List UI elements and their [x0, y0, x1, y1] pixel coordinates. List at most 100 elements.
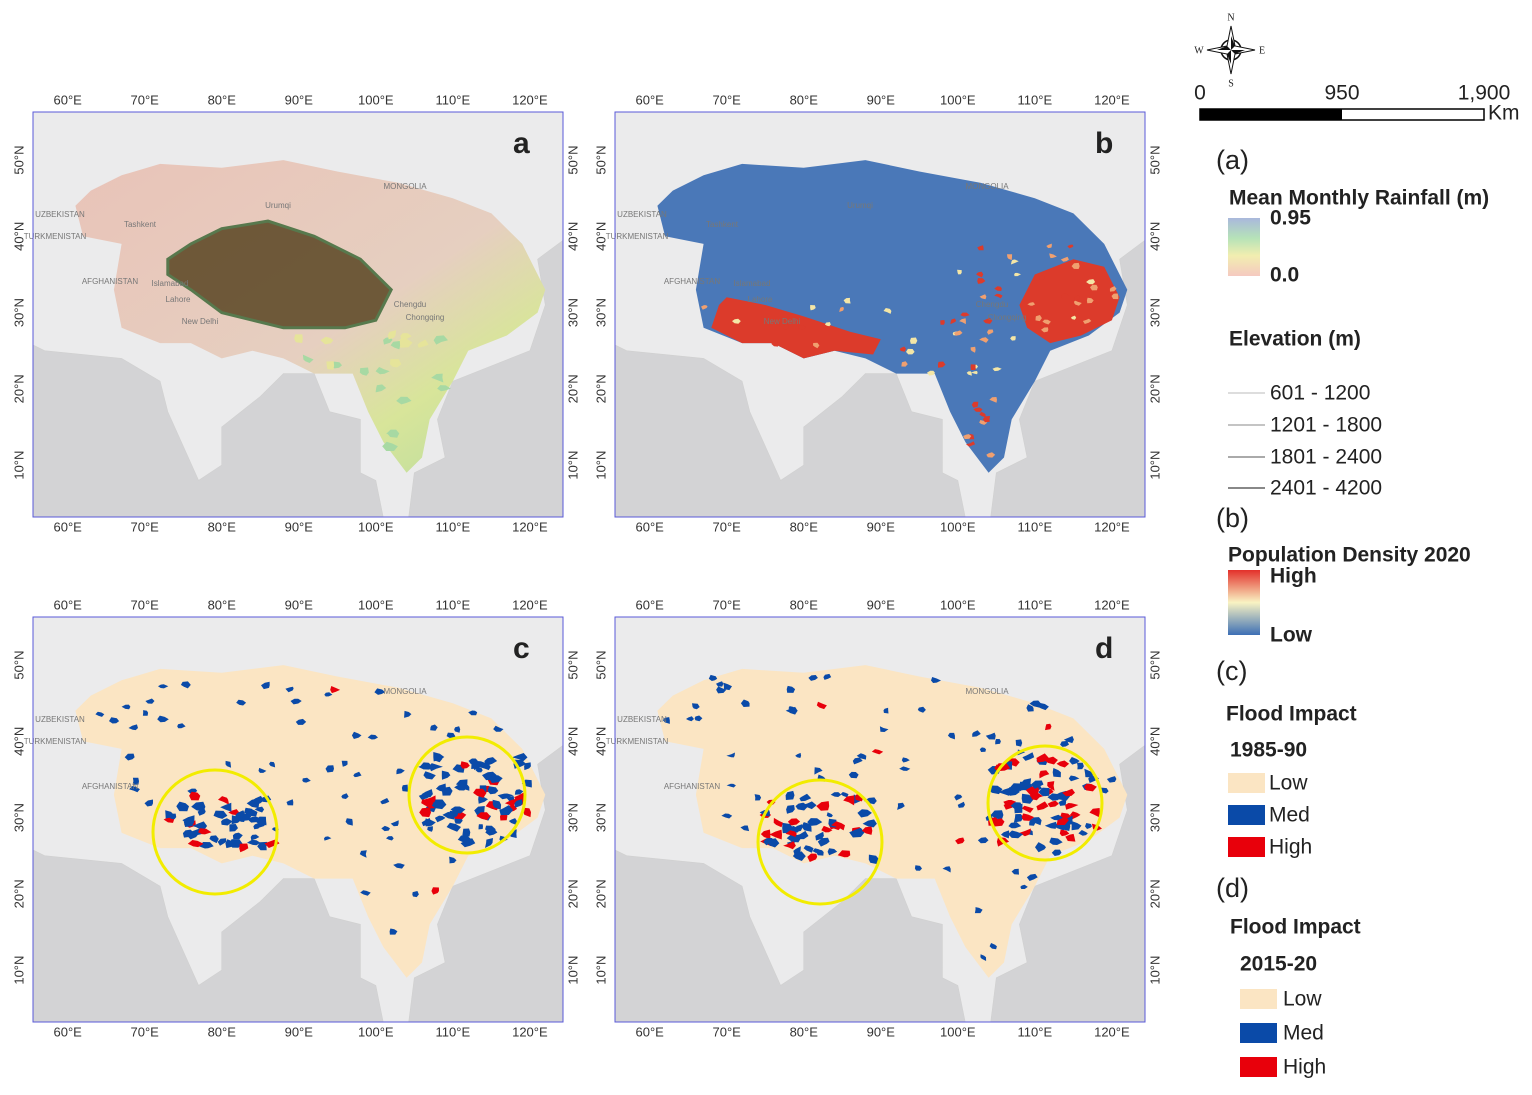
flood-patch [353, 771, 362, 778]
panel-letter: b [1095, 127, 1113, 160]
flood-patch [848, 771, 859, 779]
flood-patch [499, 805, 514, 816]
flood-patch [831, 821, 845, 831]
flood-patch [1043, 756, 1058, 765]
flood-patch [901, 757, 910, 763]
flood-patch [807, 853, 818, 862]
population-patch [901, 361, 908, 367]
place-label: Tashkent [124, 220, 157, 229]
flood-patch [341, 793, 349, 799]
lat-tick-label: 10°N [565, 451, 580, 480]
lat-tick-label: 40°N [593, 727, 608, 756]
lon-tick-label: 70°E [713, 92, 742, 107]
flood-patch [132, 777, 139, 785]
population-patch [899, 346, 906, 352]
flood-patch [1003, 801, 1017, 810]
flood-patch [182, 829, 195, 838]
flood-patch [197, 809, 206, 816]
flood-patch [229, 839, 243, 848]
lon-tick-label: 110°E [436, 92, 471, 107]
lon-tick-label: 80°E [208, 1024, 237, 1039]
flood-patch [330, 686, 341, 694]
flood-patch [182, 815, 195, 825]
flood-patch [843, 795, 855, 806]
rainfall-patch [396, 338, 413, 348]
rainfall-patch [437, 385, 451, 392]
flood-patch [109, 717, 120, 724]
population-patch [966, 371, 972, 376]
lat-tick-label: 20°N [565, 879, 580, 908]
flood-patch [816, 701, 827, 710]
flood-patch [129, 786, 140, 793]
flood-patch [1008, 830, 1024, 839]
flood-patch [1029, 791, 1043, 799]
compass-n: N [1227, 12, 1234, 23]
flood-patch [514, 789, 524, 795]
legend-item: Med [1283, 1022, 1324, 1045]
lat-tick-label: 30°N [1147, 803, 1162, 832]
flood-patch [486, 758, 495, 766]
flood-patch [786, 833, 801, 843]
legend-tag: (a) [1216, 145, 1249, 175]
flood-patch [257, 819, 267, 829]
flood-patch [708, 674, 718, 681]
flood-patch [472, 760, 485, 771]
flood-patch [285, 686, 294, 693]
flood-patch [511, 753, 528, 762]
population-patch [1042, 319, 1051, 325]
population-patch [1067, 244, 1074, 249]
lon-tick-label: 120°E [1094, 92, 1130, 107]
flood-patch [418, 793, 431, 800]
flood-patch [1062, 788, 1075, 797]
flood-patch [799, 793, 812, 802]
flood-patch [897, 802, 905, 810]
lat-tick-label: 40°N [593, 222, 608, 251]
flood-patch [931, 677, 941, 683]
population-patch [950, 318, 957, 325]
flood-patch [1014, 803, 1023, 814]
flood-patch [801, 801, 817, 810]
lat-tick-label: 10°N [1147, 451, 1162, 480]
lon-tick-label: 80°E [208, 519, 237, 534]
flood-patch [783, 841, 796, 850]
lon-tick-label: 60°E [53, 92, 82, 107]
lon-tick-label: 120°E [1094, 519, 1130, 534]
legend-title: Mean Monthly Rainfall (m) [1229, 187, 1489, 210]
lon-tick-label: 120°E [512, 1024, 548, 1039]
lon-tick-label: 70°E [131, 519, 160, 534]
population-patch [1035, 315, 1042, 322]
flood-patch [341, 760, 348, 767]
rainfall-patch [382, 441, 398, 451]
compass-star [1206, 25, 1256, 75]
population-patch [1109, 286, 1117, 292]
flood-patch [1001, 830, 1010, 839]
lat-tick-label: 30°N [11, 298, 26, 327]
population-patch [824, 322, 831, 327]
flood-patch [716, 686, 727, 694]
place-label: Lahore [166, 295, 191, 304]
population-patch [1007, 254, 1013, 261]
flood-patch [773, 817, 783, 828]
flood-patch [257, 841, 268, 851]
flood-patch [487, 786, 499, 795]
place-label: Chengdu [394, 300, 426, 309]
population-patch [1111, 293, 1119, 300]
lon-tick-label: 100°E [940, 597, 976, 612]
lon-tick-label: 60°E [53, 519, 82, 534]
flood-patch [180, 681, 191, 689]
flood-patch [177, 723, 186, 729]
rainfall-patch [396, 396, 412, 405]
population-patch [1074, 300, 1082, 306]
lat-tick-label: 50°N [1147, 146, 1162, 175]
flood-patch [345, 818, 353, 826]
flood-patch [1089, 808, 1101, 818]
flood-patch [826, 812, 833, 818]
flood-patch [914, 865, 922, 871]
lat-tick-label: 50°N [11, 651, 26, 680]
flood-patch [857, 809, 872, 818]
place-label: Lahore [748, 295, 773, 304]
population-patch [971, 401, 979, 408]
lon-tick-label: 70°E [713, 519, 742, 534]
flood-patch [862, 819, 877, 828]
flood-patch [740, 825, 750, 832]
